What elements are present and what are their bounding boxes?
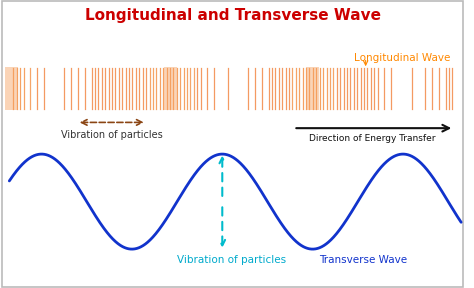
- Text: Longitudinal and Transverse Wave: Longitudinal and Transverse Wave: [85, 8, 381, 23]
- Text: Transverse Wave: Transverse Wave: [319, 255, 407, 265]
- FancyBboxPatch shape: [2, 1, 464, 287]
- Bar: [306, 67, 319, 110]
- Text: Vibration of particles: Vibration of particles: [177, 255, 286, 265]
- Bar: [5, 67, 18, 110]
- Bar: [164, 67, 177, 110]
- Text: Direction of Energy Transfer: Direction of Energy Transfer: [310, 134, 436, 143]
- Text: Vibration of particles: Vibration of particles: [61, 130, 163, 140]
- Text: Longitudinal Wave: Longitudinal Wave: [354, 53, 450, 62]
